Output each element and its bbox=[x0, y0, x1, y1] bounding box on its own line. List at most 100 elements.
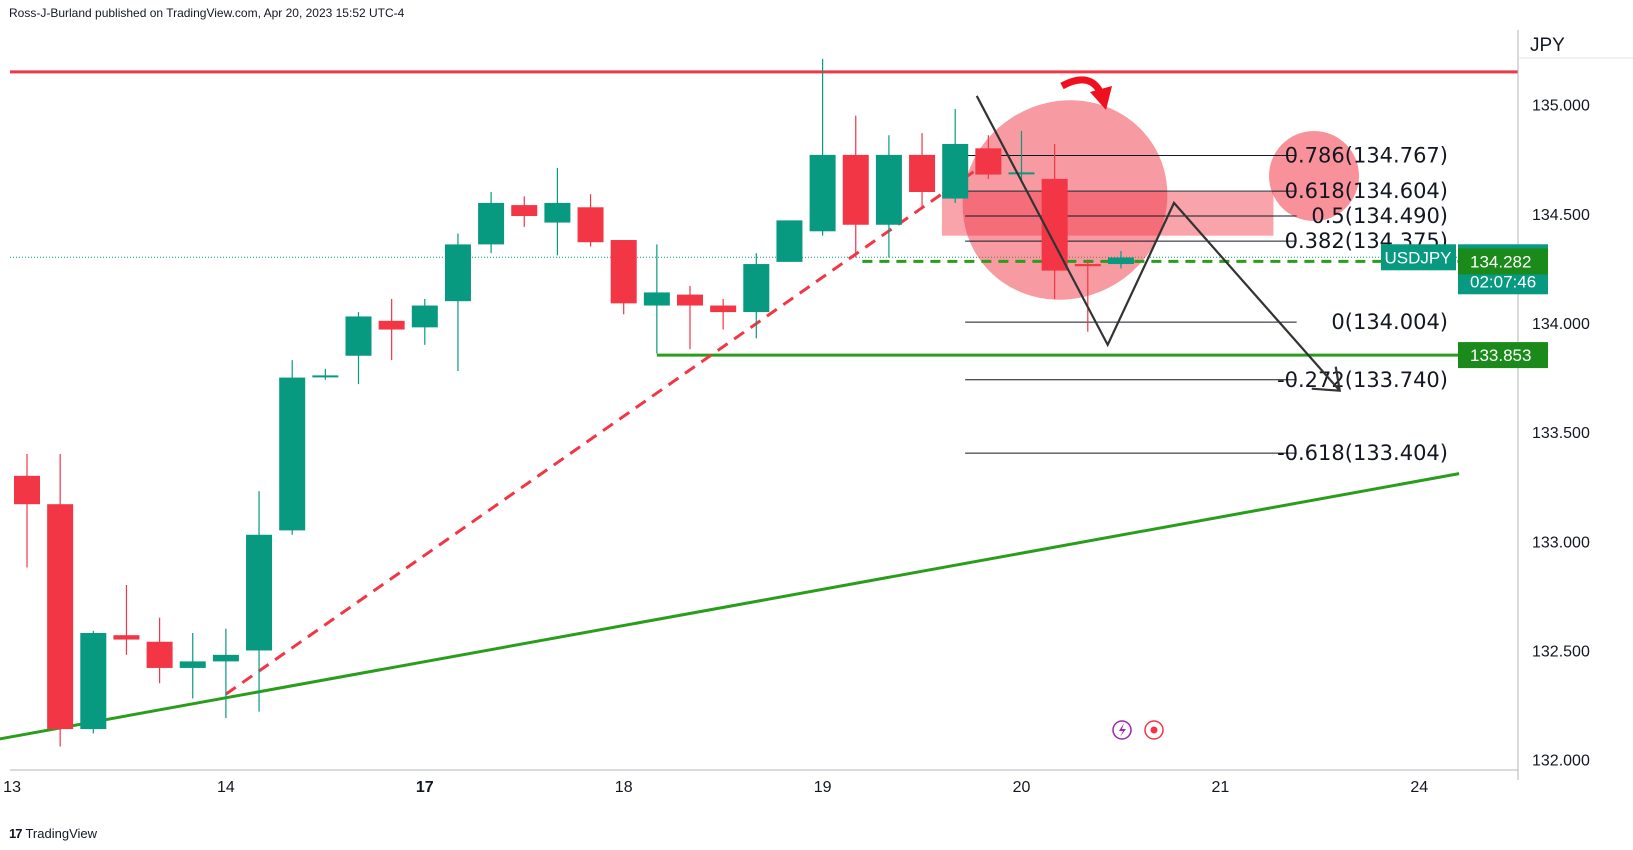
candle[interactable] bbox=[246, 491, 273, 712]
level-price-tag[interactable] bbox=[1458, 248, 1548, 275]
candle[interactable] bbox=[643, 244, 670, 354]
time-axis-tick: 17 bbox=[416, 779, 434, 796]
candle[interactable] bbox=[776, 220, 803, 262]
candle[interactable] bbox=[1041, 143, 1068, 299]
candle-body bbox=[47, 504, 74, 730]
candle[interactable] bbox=[179, 633, 206, 699]
candle-body bbox=[212, 654, 239, 662]
candle[interactable] bbox=[677, 285, 703, 350]
candle[interactable] bbox=[975, 135, 1002, 179]
candle-body bbox=[179, 661, 206, 668]
candle[interactable] bbox=[942, 109, 969, 203]
time-axis-tick: 21 bbox=[1212, 779, 1230, 796]
highlight-circle[interactable] bbox=[1269, 131, 1359, 221]
candle-body bbox=[643, 292, 670, 306]
candle[interactable] bbox=[743, 253, 770, 339]
candle-body bbox=[411, 305, 438, 328]
candle-body bbox=[1008, 172, 1035, 175]
candle-body bbox=[942, 143, 969, 199]
candle[interactable] bbox=[875, 135, 902, 258]
price-axis-tick: 134.000 bbox=[1532, 316, 1590, 333]
candle-body bbox=[14, 475, 40, 505]
candle-body bbox=[710, 305, 737, 313]
candle[interactable] bbox=[1074, 259, 1101, 332]
candle-body bbox=[80, 633, 107, 730]
price-axis: JPY 135.000 134.500 134.000 133.500 133.000 1… bbox=[1517, 30, 1633, 780]
annotation-front-layer: 0.786(134.767) 0.618(134.604)0.5(134.490)… bbox=[975, 76, 1448, 740]
candle[interactable] bbox=[14, 453, 40, 568]
candle[interactable] bbox=[1107, 250, 1134, 269]
time-axis-tick: 24 bbox=[1410, 779, 1428, 796]
tradingview-logo-text: TradingView bbox=[25, 826, 98, 841]
candle[interactable] bbox=[212, 628, 239, 719]
candle[interactable] bbox=[146, 617, 173, 684]
curved-arrow-head bbox=[1090, 86, 1112, 110]
candle[interactable] bbox=[378, 298, 405, 361]
economic-event-dot bbox=[1150, 726, 1158, 734]
candle-body bbox=[1107, 257, 1134, 265]
fib-level-label: 0.5(134.490) bbox=[1311, 204, 1448, 228]
dashed-trend-line[interactable] bbox=[225, 160, 990, 696]
uptrend-support-line[interactable] bbox=[0, 472, 1460, 741]
candle[interactable] bbox=[809, 58, 836, 236]
candle-body bbox=[246, 534, 273, 651]
candle[interactable] bbox=[842, 115, 869, 258]
level-price-tag[interactable] bbox=[1458, 342, 1548, 369]
candle[interactable] bbox=[544, 167, 571, 256]
candle-body bbox=[776, 220, 803, 262]
price-axis-tick: 135.000 bbox=[1532, 98, 1590, 115]
candle-body bbox=[279, 377, 306, 531]
candle[interactable] bbox=[47, 453, 74, 747]
economic-event-icon[interactable] bbox=[1144, 720, 1164, 740]
candle-body bbox=[478, 202, 505, 245]
candle[interactable] bbox=[478, 192, 505, 254]
tradingview-logo[interactable]: 17 TradingView bbox=[9, 826, 97, 841]
candle-body bbox=[975, 148, 1002, 175]
time-axis-tick: 13 bbox=[3, 779, 21, 796]
countdown-timer: 02:07:46 bbox=[1470, 272, 1536, 291]
candle-body bbox=[312, 375, 339, 378]
fib-level-label: 0.786(134.767) bbox=[1285, 144, 1448, 168]
fib-level-label: 0.618(134.604) bbox=[1285, 179, 1448, 203]
candle[interactable] bbox=[1008, 130, 1035, 182]
candle-body bbox=[345, 316, 372, 356]
time-axis: 13 14 17 18 19 20 21 24 bbox=[3, 769, 1518, 796]
level-price-tag-label: 133.853 bbox=[1470, 346, 1531, 365]
symbol-tag[interactable] bbox=[1381, 244, 1456, 271]
candle-body bbox=[743, 264, 770, 313]
candle-body bbox=[677, 294, 703, 306]
price-axis-tick: 133.000 bbox=[1532, 534, 1590, 551]
time-axis-tick: 14 bbox=[217, 779, 235, 796]
candle[interactable] bbox=[113, 584, 140, 655]
candle[interactable] bbox=[444, 233, 471, 372]
candle[interactable] bbox=[80, 630, 107, 734]
currency-label: JPY bbox=[1530, 35, 1565, 56]
candle[interactable] bbox=[610, 240, 637, 315]
candle-body bbox=[842, 154, 869, 225]
price-axis-tick: 132.500 bbox=[1532, 643, 1590, 660]
candle[interactable] bbox=[511, 196, 538, 227]
candle[interactable] bbox=[710, 298, 737, 330]
candle[interactable] bbox=[577, 194, 604, 247]
candle-body bbox=[1041, 178, 1068, 271]
candle[interactable] bbox=[411, 298, 438, 345]
candles-layer bbox=[14, 58, 1134, 747]
candle[interactable] bbox=[279, 360, 306, 535]
price-axis-tick: 133.500 bbox=[1532, 425, 1590, 442]
candle-body bbox=[809, 154, 836, 232]
candle-body bbox=[1074, 264, 1101, 267]
candle[interactable] bbox=[909, 133, 936, 210]
candle-body bbox=[444, 244, 471, 302]
level-price-tag-label: 134.282 bbox=[1470, 252, 1531, 271]
lightning-event-icon[interactable] bbox=[1112, 720, 1132, 740]
time-axis-tick: 18 bbox=[615, 779, 633, 796]
candle[interactable] bbox=[345, 312, 372, 385]
publisher-attribution: Ross-J-Burland published on TradingView.… bbox=[9, 6, 405, 20]
candle[interactable] bbox=[312, 368, 339, 380]
lightning-bolt-glyph bbox=[1119, 723, 1126, 737]
candle-body bbox=[875, 154, 902, 225]
fib-level-label: -0.618(133.404) bbox=[1277, 441, 1448, 465]
projection-path[interactable] bbox=[975, 95, 1341, 392]
